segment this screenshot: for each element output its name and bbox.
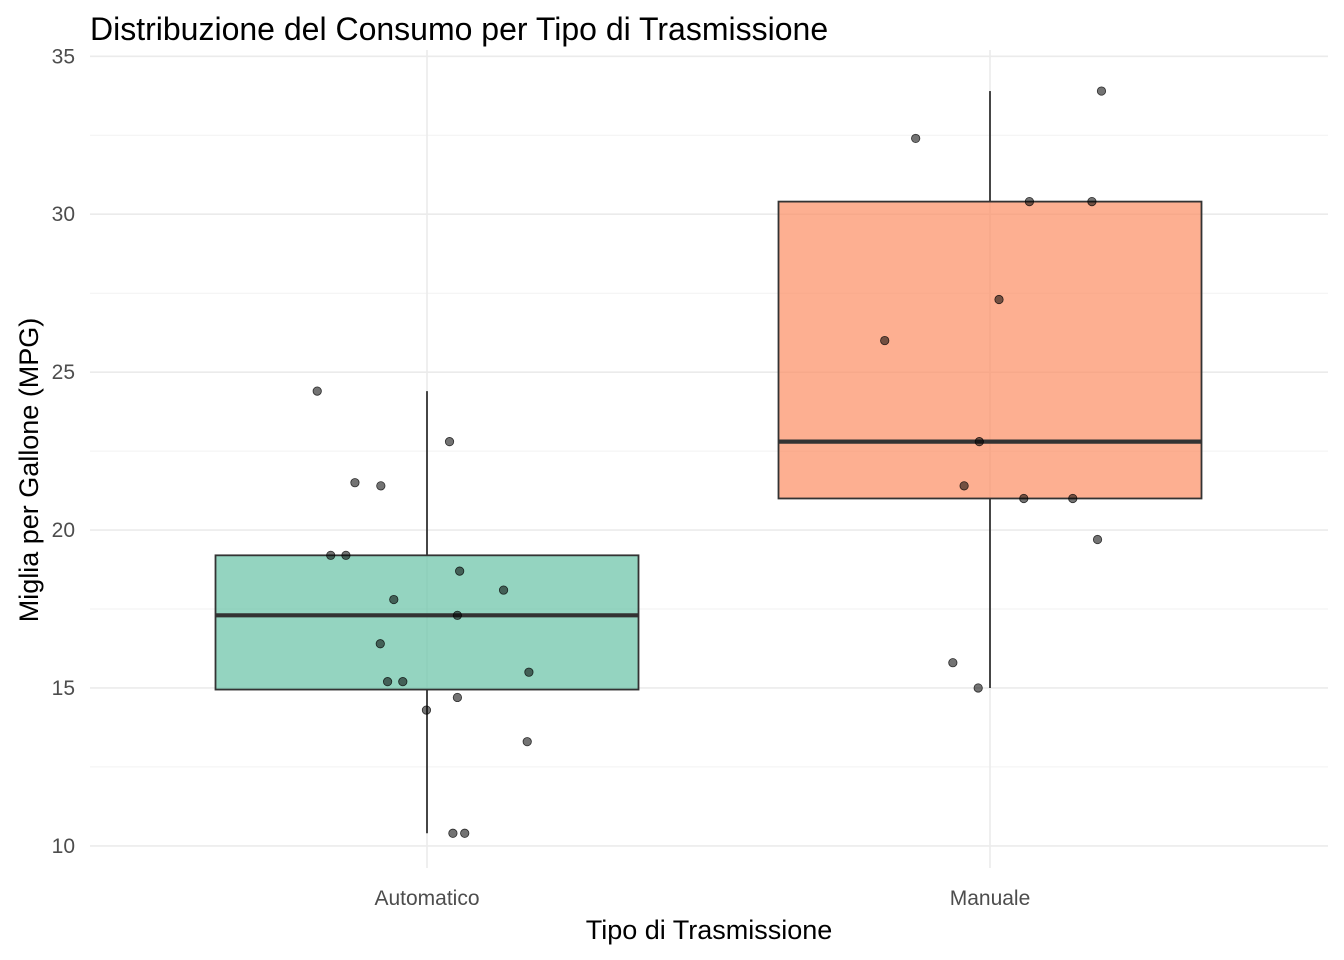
data-point: [524, 667, 534, 677]
data-point: [375, 639, 385, 649]
jitter-points: [312, 86, 1107, 838]
data-point: [389, 594, 399, 605]
data-point: [312, 386, 322, 396]
data-point: [880, 335, 890, 346]
data-point: [1068, 493, 1078, 504]
y-tick-label: 30: [52, 203, 75, 226]
tick-labels: 10 15 20 25 30 35 Automatico Manuale: [52, 45, 1031, 910]
data-point: [444, 437, 455, 447]
data-point: [341, 550, 351, 560]
y-tick-label: 35: [52, 45, 75, 68]
data-point: [398, 677, 408, 687]
data-point: [460, 828, 470, 838]
data-point: [1024, 196, 1035, 207]
iqr-box: [777, 200, 1203, 500]
data-point: [948, 658, 958, 668]
data-point: [421, 705, 432, 715]
data-point: [376, 481, 386, 491]
data-point: [959, 481, 969, 491]
data-point: [1087, 196, 1097, 207]
chart-title: Distribuzione del Consumo per Tipo di Tr…: [90, 11, 828, 47]
data-point: [974, 437, 984, 447]
y-tick-label: 15: [52, 677, 75, 700]
data-point: [1019, 493, 1029, 504]
data-point: [452, 692, 463, 703]
data-point: [382, 677, 393, 687]
box-manuale: [777, 91, 1203, 688]
data-point: [1092, 534, 1103, 545]
y-tick-label: 10: [52, 835, 75, 858]
box-automatico: [214, 391, 640, 834]
data-point: [994, 294, 1004, 305]
data-point: [498, 585, 509, 595]
y-tick-label: 25: [52, 361, 75, 384]
y-axis-title: Miglia per Gallone (MPG): [14, 318, 44, 623]
data-point: [326, 550, 336, 560]
data-point: [350, 478, 360, 488]
data-point: [911, 133, 921, 144]
data-point: [452, 610, 463, 620]
data-point: [973, 683, 983, 693]
data-point: [448, 828, 458, 838]
boxes: [214, 91, 1203, 834]
data-point: [1096, 86, 1107, 96]
data-point: [455, 566, 465, 576]
y-tick-label: 20: [52, 519, 75, 542]
data-point: [522, 737, 532, 747]
x-axis-title: Tipo di Trasmissione: [586, 915, 833, 945]
iqr-box: [214, 554, 640, 691]
x-tick-label: Manuale: [950, 887, 1031, 910]
x-tick-label: Automatico: [374, 887, 479, 910]
